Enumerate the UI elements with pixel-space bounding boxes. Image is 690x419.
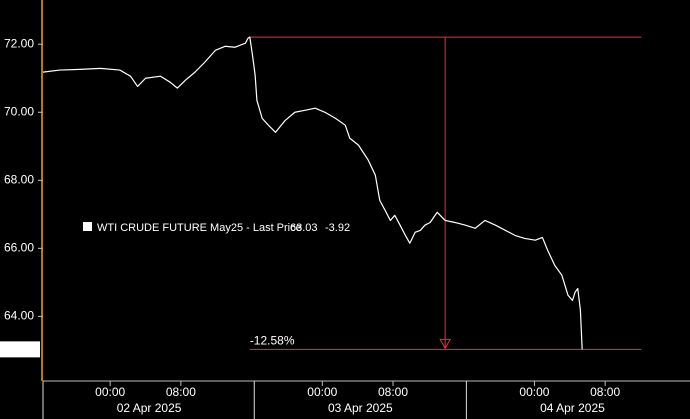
x-tick-label: 08:00 xyxy=(378,385,408,399)
legend-change: -3.92 xyxy=(325,222,350,234)
legend: WTI CRUDE FUTURE May25 - Last Price63.03… xyxy=(83,222,350,234)
last-price-tag xyxy=(0,341,40,358)
y-tick-label: 68.00 xyxy=(4,172,34,186)
date-label: 03 Apr 2025 xyxy=(328,401,393,415)
y-tick-label: 64.00 xyxy=(4,309,34,323)
x-tick-label: 08:00 xyxy=(590,385,620,399)
legend-series-name: WTI CRUDE FUTURE May25 - Last Price xyxy=(97,222,302,234)
price-line xyxy=(42,36,583,350)
x-tick-label: 08:00 xyxy=(166,385,196,399)
legend-swatch xyxy=(83,222,92,231)
measure-label: -12.58% xyxy=(250,334,295,348)
date-label: 02 Apr 2025 xyxy=(117,401,182,415)
last-price-label: 63.03 xyxy=(3,342,33,356)
y-tick-label: 72.00 xyxy=(4,36,34,50)
x-tick-label: 00:00 xyxy=(519,385,549,399)
y-tick-label: 70.00 xyxy=(4,104,34,118)
measure-arrowhead xyxy=(439,338,452,350)
date-label: 04 Apr 2025 xyxy=(540,401,605,415)
x-tick-label: 00:00 xyxy=(307,385,337,399)
y-tick-label: 66.00 xyxy=(4,241,34,255)
x-tick-label: 00:00 xyxy=(95,385,125,399)
legend-last: 63.03 xyxy=(290,222,318,234)
